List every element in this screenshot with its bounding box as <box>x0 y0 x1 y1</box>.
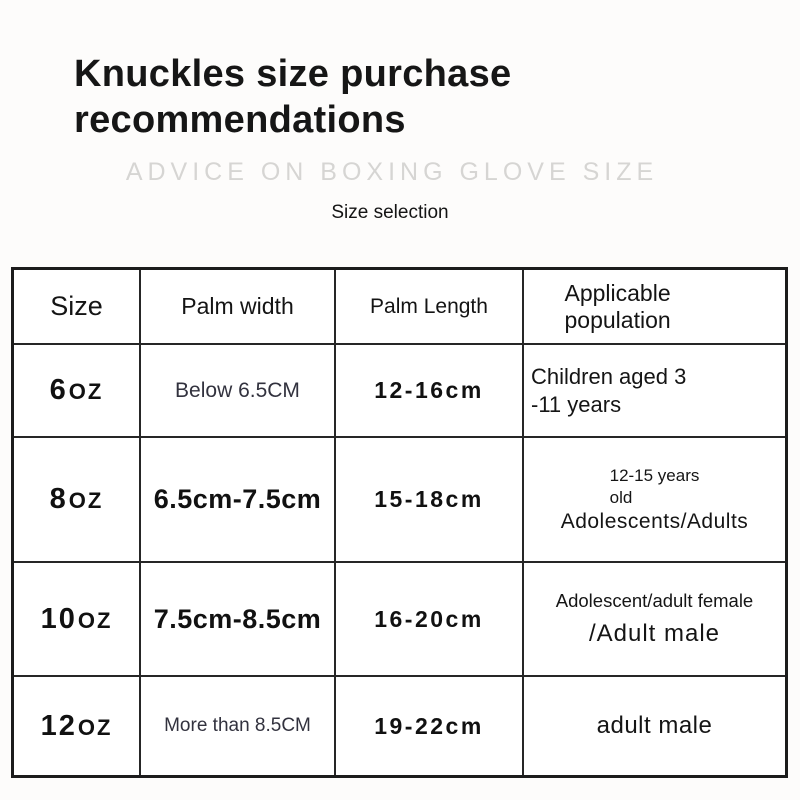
palm-width-value: 7.5cm-8.5cm <box>153 603 322 634</box>
population-line: old <box>609 487 633 507</box>
population-line: -11 years <box>531 391 622 417</box>
header-palm-length-label: Palm Length <box>370 294 488 318</box>
palm-length-value: 15-18cm <box>374 486 484 512</box>
size-cell-row3: 10 oz <box>14 563 141 677</box>
size-unit: oz <box>77 714 113 740</box>
size-cell-row1: 6 oz <box>14 345 141 438</box>
population-line: Adolescents/Adults <box>560 509 749 533</box>
palm-length-cell-row4: 19-22cm <box>336 677 524 775</box>
size-cell-row4: 12 oz <box>14 677 141 775</box>
page-subtitle: ADVICE ON BOXING GLOVE SIZE <box>125 158 659 186</box>
population-cell-row3: Adolescent/adult female /Adult male <box>524 563 785 677</box>
palm-width-cell-row4: More than 8.5CM <box>141 677 336 775</box>
palm-width-value: 6.5cm-7.5cm <box>153 484 322 514</box>
size-value: 6 oz <box>50 374 104 407</box>
palm-width-cell-row3: 7.5cm-8.5cm <box>141 563 336 677</box>
population-line: 12-15 years <box>609 466 700 486</box>
palm-width-value: Below 6.5CM <box>175 378 300 402</box>
size-value: 12 oz <box>41 710 113 743</box>
size-table: Size Palm width Palm Length Applicable p… <box>11 267 788 778</box>
palm-length-cell-row2: 15-18cm <box>336 438 524 563</box>
population-line: adult male <box>596 712 713 739</box>
size-value: 8 oz <box>50 483 104 516</box>
population-cell-row4: adult male <box>524 677 785 775</box>
population-line: /Adult male <box>588 619 721 647</box>
size-unit: oz <box>77 607 113 633</box>
header-size-label: Size <box>50 291 103 321</box>
palm-width-value: More than 8.5CM <box>164 715 311 736</box>
size-number: 8 <box>49 483 68 515</box>
palm-length-value: 12-16cm <box>374 377 484 403</box>
header-palm-width: Palm width <box>141 270 336 345</box>
header-size: Size <box>14 270 141 345</box>
size-number: 12 <box>40 709 77 742</box>
palm-width-cell-row1: Below 6.5CM <box>141 345 336 438</box>
population-line: Children aged 3 <box>531 364 687 389</box>
palm-length-value: 16-20cm <box>374 605 484 632</box>
size-number: 10 <box>40 602 77 635</box>
population-cell-row1: Children aged 3 -11 years <box>524 345 785 438</box>
palm-length-value: 19-22cm <box>374 712 484 739</box>
header-palm-length: Palm Length <box>336 270 524 345</box>
size-unit: oz <box>68 379 104 404</box>
palm-width-cell-row2: 6.5cm-7.5cm <box>141 438 336 563</box>
size-unit: oz <box>68 488 104 513</box>
size-cell-row2: 8 oz <box>14 438 141 563</box>
size-value: 10 oz <box>41 603 113 636</box>
size-selection-caption: Size selection <box>331 202 449 223</box>
palm-length-cell-row1: 12-16cm <box>336 345 524 438</box>
population-line-group: 12-15 years old <box>610 465 700 508</box>
header-palm-width-label: Palm width <box>181 293 294 319</box>
population-line: Adolescent/adult female <box>555 590 754 612</box>
size-number: 6 <box>49 374 68 406</box>
palm-length-cell-row3: 16-20cm <box>336 563 524 677</box>
header-applicable-population-label: Applicable population <box>564 280 671 333</box>
header-applicable-population: Applicable population <box>524 270 785 345</box>
population-cell-row2: 12-15 years old Adolescents/Adults <box>524 438 785 563</box>
page-title: Knuckles size purchase recommendations <box>74 53 512 141</box>
